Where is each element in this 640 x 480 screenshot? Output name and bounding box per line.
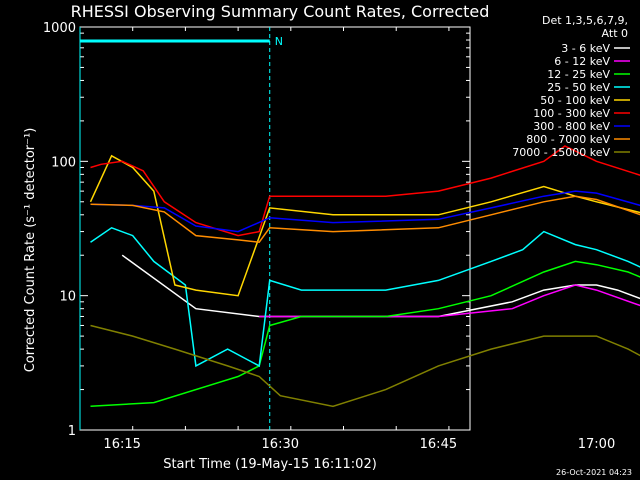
- x-axis-label: Start Time (19-May-15 16:11:02): [163, 457, 377, 472]
- timestamp: 26-Oct-2021 04:23: [556, 468, 632, 477]
- series-line-8: [90, 324, 640, 408]
- series-line-1: [259, 284, 640, 318]
- y-tick-label: 10: [59, 290, 76, 305]
- legend-label: 800 - 7000 keV: [526, 133, 610, 146]
- legend-label: 300 - 800 keV: [533, 120, 610, 133]
- series-line-4: [89, 154, 640, 297]
- legend-label: 25 - 50 keV: [547, 81, 610, 94]
- x-tick-label: 16:15: [103, 437, 140, 452]
- y-tick-labels: 1 10 100 1000: [43, 21, 76, 439]
- legend-label: 7000 - 15000 keV: [512, 146, 610, 159]
- x-tick-label: 16:30: [262, 437, 299, 452]
- series-line-2: [90, 260, 640, 408]
- series-line-5: [90, 145, 640, 237]
- y-axis-label: Corrected Count Rate (s⁻¹ detector⁻¹): [23, 128, 38, 373]
- y-tick-label: 100: [51, 155, 76, 170]
- series-line-6: [90, 190, 640, 233]
- series-line-0: [121, 254, 640, 318]
- series-line-3: [90, 226, 640, 368]
- y-tick-label: 1: [68, 424, 76, 439]
- legend-label: 100 - 300 keV: [533, 107, 610, 120]
- x-tick-label: 17:00: [578, 437, 615, 452]
- plot-area: NF: [79, 26, 640, 431]
- flag-label-n: N: [275, 35, 283, 48]
- chart-title: RHESSI Observing Summary Count Rates, Co…: [71, 2, 490, 21]
- legend-header-line-2: Att 0: [602, 27, 628, 40]
- series-line-7: [90, 195, 640, 243]
- legend-label: 6 - 12 keV: [554, 55, 610, 68]
- y-tick-label: 1000: [43, 21, 76, 36]
- legend-label: 3 - 6 keV: [561, 42, 610, 55]
- legend-header-line-1: Det 1,3,5,6,7,9,: [542, 14, 628, 27]
- legend-label: 50 - 100 keV: [540, 94, 610, 107]
- legend-label: 12 - 25 keV: [547, 68, 610, 81]
- x-tick-label: 16:45: [420, 437, 457, 452]
